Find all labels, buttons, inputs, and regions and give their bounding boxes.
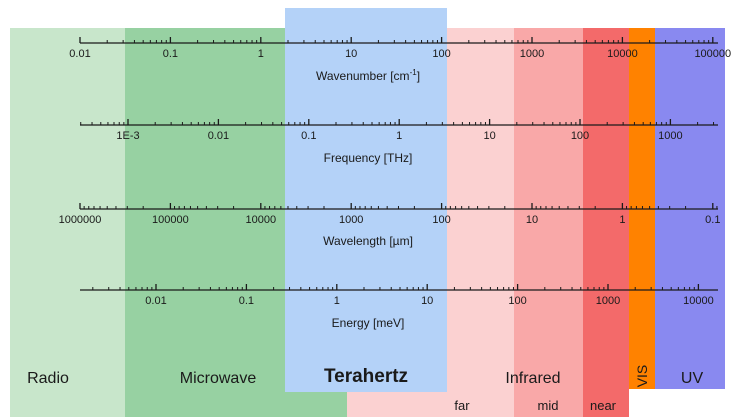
energy-tick-label: 10000 [683,295,714,307]
energy-tick-label: 10 [421,295,433,307]
vis-label: VIS [634,364,650,388]
far-infrared-band [447,28,514,392]
terahertz-band [285,8,447,392]
wavenumber-tick-label: 10000 [607,48,638,60]
frequency-tick-label: 0.01 [208,130,229,142]
energy-axis-label: Energy [meV] [332,316,405,330]
mid-infrared-band [514,28,583,417]
infrared-label: Infrared [505,370,561,387]
frequency-tick-label: 100 [571,130,589,142]
energy-tick-label: 100 [508,295,526,307]
frequency-tick-label: 1000 [658,130,682,142]
mid-infrared-label: mid [537,398,559,413]
wavelength-tick-label: 0.1 [705,214,720,226]
wavenumber-tick-label: 0.1 [163,48,178,60]
frequency-tick-label: 1E-3 [116,130,139,142]
radio-band [10,28,125,417]
wavenumber-tick-label: 1000 [520,48,544,60]
wavelength-tick-label: 1000 [339,214,363,226]
wavenumber-tick-label: 100 [432,48,450,60]
wavelength-tick-label: 10 [526,214,538,226]
near-infrared-band [583,28,629,417]
microwave-band-lower [125,392,347,417]
near-infrared-label: near [589,398,617,413]
wavenumber-tick-label: 10 [345,48,357,60]
terahertz-label: Terahertz [323,366,409,387]
microwave-label: Microwave [179,370,257,387]
frequency-tick-label: 10 [483,130,495,142]
energy-tick-label: 0.01 [145,295,166,307]
energy-tick-label: 0.1 [239,295,254,307]
wavelength-tick-label: 100 [432,214,450,226]
wavelength-axis: 1000000 100000 10000 1000 100 10 1 0.1 [59,203,720,226]
far-infrared-label: far [454,398,470,413]
frequency-axis-label: Frequency [THz] [324,151,413,165]
wavelength-tick-label: 10000 [246,214,277,226]
radio-label: Radio [27,370,69,387]
energy-axis: 0.01 0.1 1 10 100 1000 10000 [80,284,718,307]
frequency-axis: 1E-3 0.01 0.1 1 10 100 1000 [80,119,718,142]
microwave-band [125,28,285,392]
wavelength-tick-label: 1000000 [59,214,102,226]
wavelength-tick-label: 100000 [152,214,189,226]
energy-tick-label: 1000 [596,295,620,307]
uv-label: UV [680,370,704,387]
wavenumber-axis-label: Wavenumber [cm-1] [316,68,420,83]
wavelength-tick-label: 1 [619,214,625,226]
wavenumber-axis: 0.01 0.1 1 10 100 1000 10000 100000 [69,37,731,60]
wavenumber-tick-label: 0.01 [69,48,90,60]
wavelength-axis-label: Wavelength [µm] [323,234,413,248]
frequency-tick-label: 0.1 [301,130,316,142]
wavenumber-tick-label: 1 [258,48,264,60]
wavenumber-tick-label: 100000 [694,48,731,60]
frequency-tick-label: 1 [396,130,402,142]
far-infrared-band-lower [347,392,514,417]
energy-tick-label: 1 [334,295,340,307]
